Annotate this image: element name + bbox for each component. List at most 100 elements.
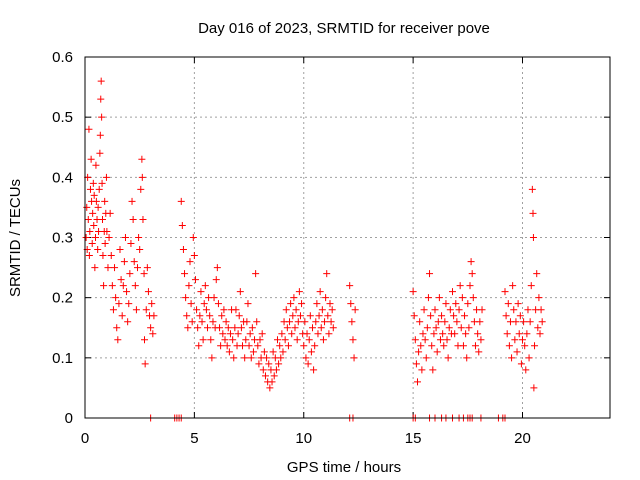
data-point — [528, 185, 536, 193]
data-point — [348, 318, 356, 326]
data-point — [279, 348, 287, 356]
data-point — [435, 294, 443, 302]
data-point — [505, 342, 513, 350]
data-point — [424, 294, 432, 302]
data-point — [200, 300, 208, 308]
data-point — [277, 354, 285, 362]
data-point — [520, 318, 528, 326]
data-point — [318, 306, 326, 314]
data-point — [450, 312, 458, 320]
y-axis-label: SRMTID / TECUs — [7, 179, 24, 297]
data-point — [416, 318, 424, 326]
data-point — [105, 234, 113, 241]
x-tick-label: 0 — [81, 430, 89, 447]
data-point — [195, 342, 203, 350]
data-point — [432, 324, 440, 332]
data-point — [441, 318, 449, 326]
data-point — [97, 77, 105, 85]
data-point — [126, 270, 134, 278]
data-point — [244, 300, 252, 308]
data-point — [415, 348, 423, 356]
data-point — [134, 264, 141, 272]
data-point — [531, 342, 539, 350]
data-point — [259, 366, 267, 374]
y-tick-label: 0.5 — [52, 109, 73, 126]
data-point — [114, 336, 122, 344]
data-point — [469, 294, 477, 302]
data-point — [457, 324, 465, 332]
data-point — [249, 348, 257, 356]
data-point — [193, 306, 201, 314]
data-point — [141, 360, 149, 368]
plot-frame — [84, 56, 611, 419]
data-point — [201, 282, 209, 290]
data-point — [322, 294, 330, 302]
data-point — [184, 324, 192, 332]
data-point — [197, 288, 205, 296]
data-point — [178, 221, 186, 229]
data-point — [216, 324, 224, 332]
data-point — [100, 282, 108, 290]
data-point — [236, 288, 244, 296]
data-point — [451, 330, 459, 338]
data-point — [130, 258, 138, 266]
data-point — [82, 234, 90, 241]
data-point — [131, 282, 139, 290]
data-point — [226, 330, 234, 338]
data-point — [321, 318, 329, 326]
y-tick-label: 0 — [65, 410, 73, 427]
data-point — [436, 336, 444, 344]
data-point — [128, 197, 136, 205]
data-point — [239, 342, 246, 350]
data-point — [511, 336, 519, 344]
data-point — [147, 324, 155, 332]
data-point — [177, 197, 185, 205]
data-point — [265, 360, 273, 368]
data-point — [94, 203, 102, 211]
data-point — [411, 336, 419, 344]
data-point — [474, 330, 482, 338]
data-point — [410, 312, 418, 320]
data-point — [455, 306, 463, 314]
data-point — [95, 185, 103, 193]
data-point — [129, 215, 137, 223]
data-point — [225, 348, 233, 356]
data-point — [107, 252, 115, 260]
data-point — [304, 360, 312, 368]
data-point — [419, 330, 427, 338]
data-point — [278, 330, 286, 338]
data-point — [194, 324, 202, 332]
data-point — [94, 246, 102, 254]
data-point — [125, 300, 133, 308]
data-point — [219, 330, 227, 338]
data-point — [290, 294, 298, 302]
data-point — [245, 342, 253, 350]
data-point — [92, 197, 100, 205]
data-point — [92, 234, 99, 241]
data-point — [243, 318, 251, 326]
data-point — [270, 372, 278, 380]
data-point — [214, 300, 222, 308]
data-point — [99, 252, 107, 260]
data-point — [412, 360, 420, 368]
data-point — [439, 330, 447, 338]
data-point — [510, 306, 518, 314]
data-point — [276, 342, 284, 350]
data-point — [84, 215, 92, 223]
data-point — [538, 318, 546, 326]
data-point — [191, 276, 199, 284]
data-point — [253, 318, 261, 326]
data-point — [293, 336, 301, 344]
x-tick-label: 10 — [295, 430, 312, 447]
data-point — [181, 270, 189, 278]
data-point — [256, 336, 264, 344]
data-point — [98, 113, 106, 121]
data-point — [266, 384, 274, 392]
data-point — [427, 312, 435, 320]
data-point — [263, 354, 271, 362]
data-point — [434, 318, 442, 326]
data-point — [476, 318, 484, 326]
data-point — [309, 324, 316, 332]
data-point — [92, 161, 100, 169]
data-point — [141, 336, 148, 344]
